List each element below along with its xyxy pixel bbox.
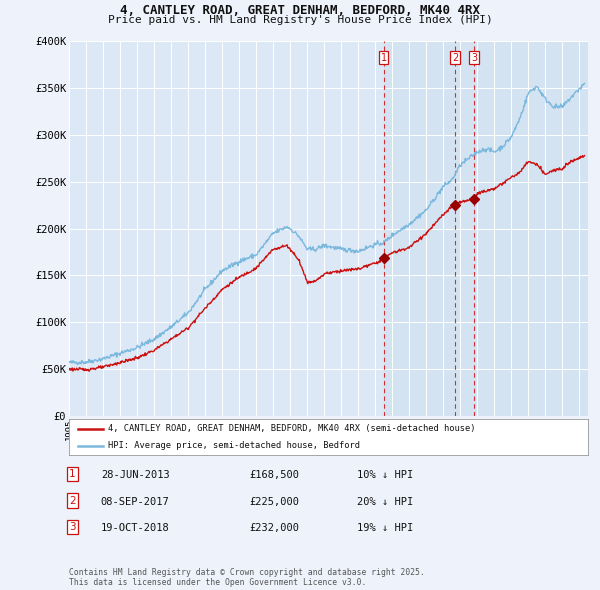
Text: Contains HM Land Registry data © Crown copyright and database right 2025.
This d: Contains HM Land Registry data © Crown c… [69,568,425,587]
Text: HPI: Average price, semi-detached house, Bedford: HPI: Average price, semi-detached house,… [108,441,360,450]
Bar [383,41,588,416]
Text: 2: 2 [69,496,76,506]
Text: 3: 3 [471,53,477,63]
Text: 19% ↓ HPI: 19% ↓ HPI [357,523,413,533]
Text: 2: 2 [452,53,458,63]
Text: 4, CANTLEY ROAD, GREAT DENHAM, BEDFORD, MK40 4RX (semi-detached house): 4, CANTLEY ROAD, GREAT DENHAM, BEDFORD, … [108,424,475,433]
Text: 1: 1 [380,53,386,63]
Text: 4, CANTLEY ROAD, GREAT DENHAM, BEDFORD, MK40 4RX: 4, CANTLEY ROAD, GREAT DENHAM, BEDFORD, … [120,4,480,17]
Text: 08-SEP-2017: 08-SEP-2017 [101,497,170,507]
Text: 19-OCT-2018: 19-OCT-2018 [101,523,170,533]
Text: 3: 3 [69,522,76,532]
Text: £232,000: £232,000 [249,523,299,533]
Text: 20% ↓ HPI: 20% ↓ HPI [357,497,413,507]
Text: 28-JUN-2013: 28-JUN-2013 [101,470,170,480]
Text: 10% ↓ HPI: 10% ↓ HPI [357,470,413,480]
Text: £225,000: £225,000 [249,497,299,507]
Text: 1: 1 [69,469,76,479]
Text: £168,500: £168,500 [249,470,299,480]
Text: Price paid vs. HM Land Registry's House Price Index (HPI): Price paid vs. HM Land Registry's House … [107,15,493,25]
